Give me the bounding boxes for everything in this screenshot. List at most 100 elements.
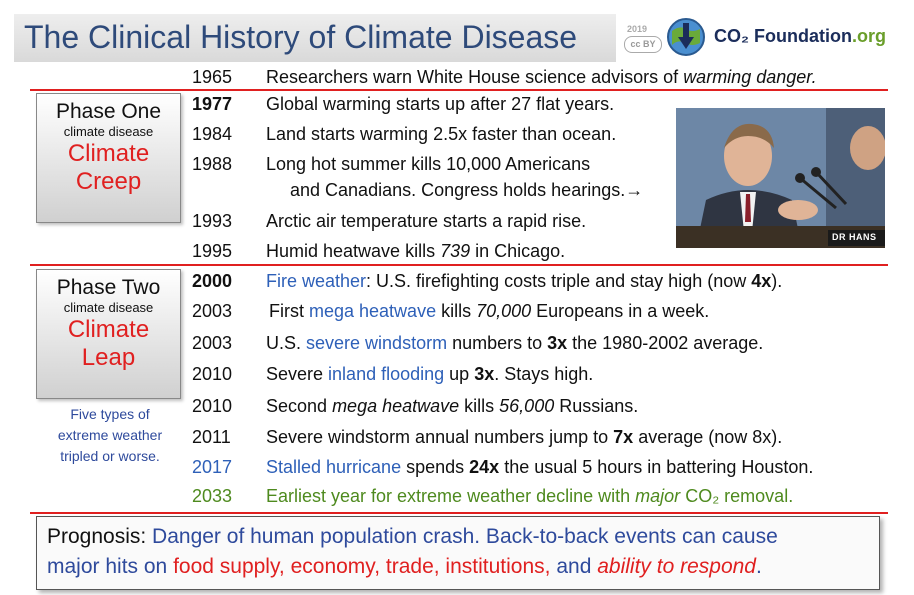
text-part: Europeans in a week. <box>531 301 710 321</box>
text-part: ). <box>771 271 783 291</box>
text-part: : U.S. firefighting costs triple and sta… <box>366 271 752 291</box>
text-part: major hits on <box>47 555 174 578</box>
row-year: 2017 <box>192 457 233 477</box>
text-part: numbers to <box>447 333 548 353</box>
text-highlight: Stalled hurricane <box>266 457 402 477</box>
phase-two-box: Phase Two climate disease Climate Leap <box>36 269 181 399</box>
row-text: Arctic air temperature starts a rapid ri… <box>266 211 587 231</box>
text-emph: mega heatwave <box>332 396 460 416</box>
text-bold: 7x <box>613 427 634 447</box>
text-highlight: Fire weather <box>266 271 367 291</box>
title-bar: The Clinical History of Climate Disease <box>14 14 616 62</box>
row-text: Fire weather: U.S. firefighting costs tr… <box>266 270 782 292</box>
row-year: 2003 <box>192 333 233 353</box>
text-part: Second <box>266 396 333 416</box>
prognosis-line-2: major hits on food supply, economy, trad… <box>47 553 762 581</box>
row-year: 1995 <box>192 241 233 261</box>
phase-one-subtitle: climate disease <box>63 124 154 139</box>
row-text: Stalled hurricane spends 24x the usual 5… <box>266 456 813 478</box>
text-part: the usual 5 hours in battering Houston. <box>499 457 814 477</box>
row-text: U.S. severe windstorm numbers to 3x the … <box>266 332 763 354</box>
row-text: Severe windstorm annual numbers jump to … <box>266 426 782 448</box>
text-highlight: food supply, economy, trade, institution… <box>173 555 551 578</box>
text-emph: major <box>635 486 681 506</box>
row-text-continued: and Canadians. Congress holds hearings.→ <box>290 180 644 200</box>
text-part: Earliest year for extreme weather declin… <box>266 486 636 506</box>
text-emph: warming danger. <box>683 67 817 87</box>
text-part: spends <box>401 457 470 477</box>
cc-license-icon: 2019 cc BY <box>624 24 662 53</box>
text-part: Russians. <box>554 396 639 416</box>
prognosis-line-1: Prognosis: Danger of human population cr… <box>47 523 778 551</box>
phase-one-title: Phase One <box>55 100 162 123</box>
divider-top <box>30 89 888 91</box>
phase-two-name-2: Leap <box>81 344 136 371</box>
row-year: 2011 <box>192 427 231 447</box>
phase-one-name-1: Climate <box>67 140 150 167</box>
text-highlight: inland flooding <box>328 364 445 384</box>
row-text: Humid heatwave kills 739 in Chicago. <box>266 240 565 262</box>
text-part: . <box>755 555 762 578</box>
prognosis-box: Prognosis: Danger of human population cr… <box>36 516 880 590</box>
text-part: . Stays high. <box>494 364 594 384</box>
hearing-photo-illustration <box>676 108 885 248</box>
phase-two-name-1: Climate <box>67 316 150 343</box>
hearing-photo: DR HANS <box>676 108 885 248</box>
row-year: 1984 <box>192 124 233 144</box>
text-part: First <box>269 301 309 321</box>
phase-two-title: Phase Two <box>56 276 161 299</box>
text-emph: 739 <box>440 241 471 261</box>
row-year: 2010 <box>192 364 233 384</box>
phase-two-subtitle: climate disease <box>63 300 154 315</box>
page-title: The Clinical History of Climate Disease <box>24 19 578 55</box>
text-bold: 4x <box>751 271 772 291</box>
row-text: Global warming starts up after 27 flat y… <box>266 94 615 114</box>
divider-phase-two <box>30 264 888 266</box>
text-part: Humid heatwave kills <box>266 241 441 261</box>
row-text: Researchers warn White House science adv… <box>266 66 817 88</box>
globe-arrow-icon <box>667 18 705 56</box>
cc-badge: cc BY <box>624 36 662 53</box>
row-year: 1993 <box>192 211 233 231</box>
row-year: 2033 <box>192 486 233 506</box>
text-bold: 3x <box>547 333 568 353</box>
brand-name: CO₂ Foundation.org <box>714 26 886 47</box>
row-year: 1977 <box>192 94 233 114</box>
phase-one-box: Phase One climate disease Climate Creep <box>36 93 181 223</box>
row-text: Long hot summer kills 10,000 Americans <box>266 154 591 174</box>
row-year: 1965 <box>192 67 233 87</box>
photo-sign-text: DR HANS <box>832 232 877 242</box>
row-year: 2000 <box>192 271 233 291</box>
row-year: 2010 <box>192 396 233 416</box>
cc-year: 2019 <box>627 24 648 34</box>
text-part: up <box>444 364 475 384</box>
text-part: kills <box>459 396 500 416</box>
logo: 2019 cc BY CO₂ Foundation.org <box>624 16 904 56</box>
text-highlight: mega heatwave <box>309 301 437 321</box>
text-part: Severe windstorm annual numbers jump to <box>266 427 614 447</box>
text-part: U.S. <box>266 333 307 353</box>
prognosis-text: Danger of human population crash. Back-t… <box>146 525 778 548</box>
prognosis-label: Prognosis: <box>47 525 147 548</box>
text-emph: ability to respond <box>597 555 756 578</box>
brand-org: .org <box>851 26 886 46</box>
brand-co2: CO₂ Foundation <box>714 26 852 46</box>
text-part: Researchers warn White House science adv… <box>266 67 684 87</box>
row-year: 1988 <box>192 154 233 174</box>
row-text: Land starts warming 2.5x faster than oce… <box>266 124 617 144</box>
text-emph: 56,000 <box>499 396 555 416</box>
text-part: and <box>550 555 598 578</box>
phase-one-name-2: Creep <box>75 168 142 195</box>
text-bold: 3x <box>474 364 495 384</box>
text-part: the 1980-2002 average. <box>567 333 764 353</box>
row-text: First mega heatwave kills 70,000 Europea… <box>269 300 709 322</box>
text-highlight: severe windstorm <box>306 333 448 353</box>
note-line-1: Five types of <box>70 406 150 422</box>
note-line-2: extreme weather <box>57 427 163 443</box>
note-line-3: tripled or worse. <box>60 448 160 464</box>
row-text: Severe inland flooding up 3x. Stays high… <box>266 363 593 385</box>
text-part: CO₂ removal. <box>680 486 794 506</box>
text-part: average (now 8x). <box>633 427 783 447</box>
text-part: Severe <box>266 364 329 384</box>
extreme-weather-note: Five types of extreme weather tripled or… <box>30 404 190 467</box>
